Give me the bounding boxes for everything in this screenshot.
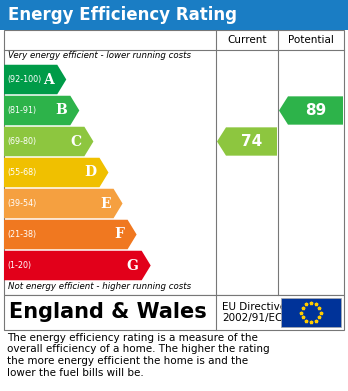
Text: Potential: Potential [288, 35, 334, 45]
Polygon shape [4, 220, 137, 249]
Polygon shape [4, 158, 109, 187]
Text: F: F [115, 228, 125, 242]
Polygon shape [4, 127, 93, 156]
Text: (55-68): (55-68) [7, 168, 36, 177]
Text: England & Wales: England & Wales [9, 303, 207, 323]
Text: the more energy efficient the home is and the: the more energy efficient the home is an… [7, 356, 248, 366]
Bar [281, 298, 341, 327]
Bar [4, 30, 344, 295]
Text: The energy efficiency rating is a measure of the: The energy efficiency rating is a measur… [7, 333, 258, 343]
Text: B: B [56, 104, 67, 118]
Text: Energy Efficiency Rating: Energy Efficiency Rating [8, 6, 237, 24]
Polygon shape [217, 127, 277, 156]
Text: (81-91): (81-91) [7, 106, 36, 115]
Text: EU Directive: EU Directive [222, 303, 286, 312]
Text: D: D [84, 165, 96, 179]
Text: (92-100): (92-100) [7, 75, 41, 84]
Polygon shape [4, 251, 151, 280]
Text: A: A [44, 72, 54, 86]
Text: (21-38): (21-38) [7, 230, 36, 239]
Polygon shape [279, 96, 343, 125]
Text: (1-20): (1-20) [7, 261, 31, 270]
Text: Not energy efficient - higher running costs: Not energy efficient - higher running co… [8, 282, 191, 291]
Text: (39-54): (39-54) [7, 199, 36, 208]
Polygon shape [4, 96, 79, 125]
Text: 89: 89 [306, 103, 327, 118]
Text: C: C [70, 135, 81, 149]
Text: (69-80): (69-80) [7, 137, 36, 146]
Text: E: E [100, 197, 111, 210]
Text: 74: 74 [242, 134, 263, 149]
Text: Current: Current [227, 35, 267, 45]
Polygon shape [4, 189, 122, 218]
Text: G: G [127, 258, 139, 273]
Bar [4, 295, 344, 330]
Text: lower the fuel bills will be.: lower the fuel bills will be. [7, 368, 144, 377]
Text: Very energy efficient - lower running costs: Very energy efficient - lower running co… [8, 51, 191, 60]
Bar [0, 0, 348, 30]
Text: overall efficiency of a home. The higher the rating: overall efficiency of a home. The higher… [7, 344, 270, 355]
Text: 2002/91/EC: 2002/91/EC [222, 312, 282, 323]
Polygon shape [4, 65, 66, 94]
